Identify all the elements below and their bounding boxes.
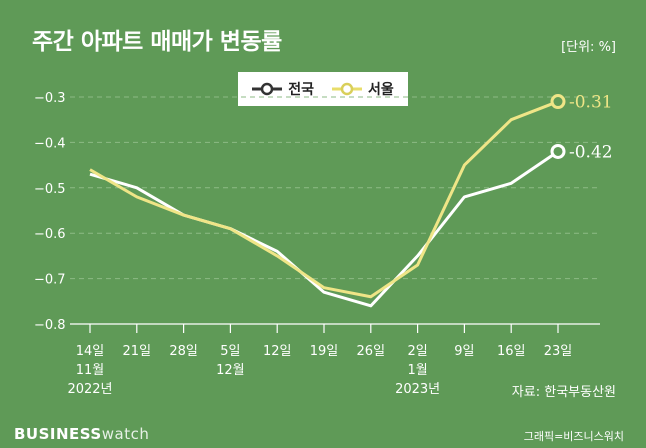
- x-tick-label: 12일: [263, 344, 292, 359]
- graphic-credit: 그래픽=비즈니스워치: [523, 430, 624, 443]
- x-tick-label: 19일: [310, 344, 339, 359]
- legend: 전국 서울: [238, 72, 408, 106]
- y-tick-label: −0.3: [34, 91, 66, 106]
- legend-label-national: 전국: [288, 82, 314, 98]
- source-note: 자료: 한국부동산원: [511, 385, 616, 400]
- chart-title: 주간 아파트 매매가 변동률: [32, 29, 282, 55]
- x-tick-label: 28일: [169, 344, 198, 359]
- legend-swatch-national: [252, 82, 283, 96]
- line-chart: −0.3 −0.4 −0.5 −0.6 −0.7 −0.8 14일 11월 2022년 21일 28…: [34, 91, 613, 397]
- brand-logo: BUSINESSwatch: [14, 425, 149, 443]
- end-label-seoul: -0.31: [569, 93, 613, 113]
- end-label-national: -0.42: [569, 142, 613, 162]
- legend-label-seoul: 서울: [368, 82, 394, 98]
- x-tick-label: 12월: [216, 363, 245, 378]
- x-tick-label: 9일: [454, 344, 474, 359]
- x-tick-label: 23일: [544, 344, 573, 359]
- x-tick-label: 2022년: [67, 382, 112, 397]
- legend-item-national: 전국: [252, 79, 314, 99]
- legend-item-seoul: 서울: [332, 79, 394, 99]
- x-tick-label: 16일: [497, 344, 526, 359]
- x-tick-label: 2023년: [395, 382, 440, 397]
- end-marker-seoul: [550, 94, 566, 110]
- series-line-seoul: [89, 100, 559, 299]
- x-tick-label: 21일: [123, 344, 152, 359]
- y-tick-label: −0.5: [34, 182, 66, 197]
- x-tick-label: 14일: [76, 344, 105, 359]
- legend-swatch-seoul: [332, 82, 362, 96]
- end-marker-national: [550, 143, 566, 159]
- y-tick-label: −0.7: [34, 273, 66, 288]
- x-tick-label: 2일: [407, 344, 427, 359]
- brand-logo-light: watch: [101, 425, 150, 443]
- footer-bar: [0, 418, 646, 448]
- x-tick-label: 1월: [407, 363, 427, 378]
- x-tick-label: 5일: [220, 344, 240, 359]
- unit-label: [단위: %]: [561, 40, 616, 55]
- x-tick-label: 11월: [76, 363, 105, 378]
- y-tick-label: −0.8: [34, 318, 66, 333]
- y-tick-label: −0.6: [34, 227, 66, 242]
- x-tick-label: 26일: [357, 344, 386, 359]
- y-tick-label: −0.4: [34, 136, 66, 151]
- brand-logo-bold: BUSINESS: [14, 425, 102, 443]
- series-line-national: [89, 150, 559, 308]
